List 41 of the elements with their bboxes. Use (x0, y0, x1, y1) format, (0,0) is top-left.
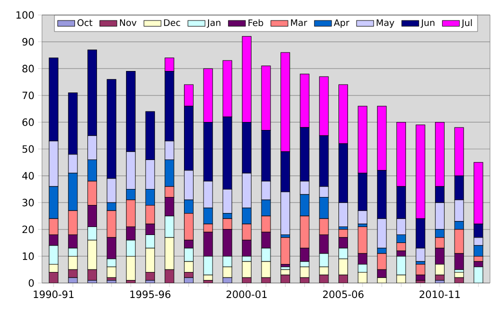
y-tick-label: 40 (22, 172, 34, 180)
y-tick-label: 80 (22, 64, 34, 72)
bar (68, 256, 78, 270)
y-tick-label: 100 (16, 11, 34, 19)
bar (242, 261, 252, 278)
bar (396, 256, 406, 276)
bar (126, 256, 136, 281)
legend-label: Feb (248, 19, 264, 26)
bar (126, 240, 136, 256)
bar (300, 266, 310, 278)
x-tick-label: 2010-11 (420, 290, 460, 298)
legend-label: Jul (461, 19, 472, 28)
bar (280, 237, 290, 264)
bar (48, 245, 58, 264)
y-tick-label: 60 (22, 118, 34, 126)
legend-label: Apr (334, 19, 350, 28)
x-tick-label: 2005-06 (323, 290, 364, 298)
legend-label: Mar (291, 19, 308, 26)
x-tick-label: 1995-96 (130, 290, 170, 298)
bar (87, 240, 97, 270)
bar (87, 226, 97, 240)
y-tick-label: 50 (22, 145, 34, 153)
y-tick-label: 90 (22, 38, 34, 46)
y-tick-label: 70 (22, 92, 34, 100)
bar (338, 258, 348, 276)
legend-label: May (376, 19, 394, 28)
legend-label: Dec (164, 19, 180, 26)
y-tick-label: 20 (22, 226, 34, 234)
legend-label: Jan (206, 19, 220, 28)
legend-label: Oct (78, 19, 92, 26)
legend-label: Nov (120, 19, 136, 26)
bar (145, 248, 155, 273)
bar (145, 234, 155, 248)
bar (222, 266, 232, 278)
bar (474, 266, 484, 283)
x-tick-label: 2000-01 (226, 290, 267, 298)
x-tick-label: 1990-91 (34, 290, 74, 298)
legend-label: Jun (420, 19, 434, 28)
y-tick-label: 10 (22, 252, 34, 260)
y-tick-label: 0 (28, 279, 34, 287)
y-tick-label: 30 (22, 198, 34, 206)
